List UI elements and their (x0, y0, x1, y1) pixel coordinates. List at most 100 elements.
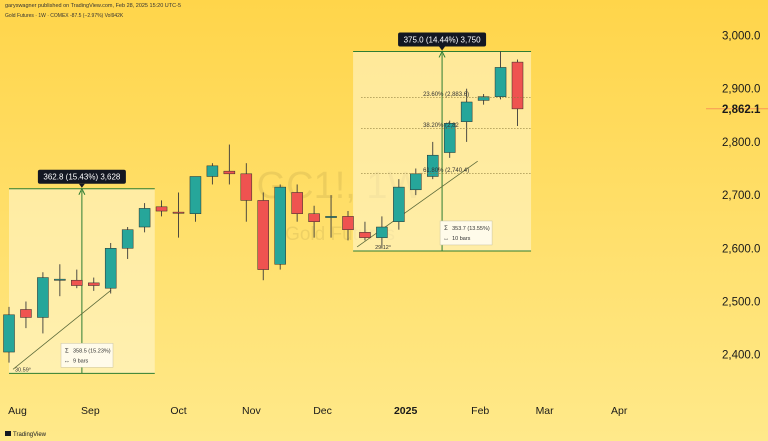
y-tick-label: 2,500.0 (722, 297, 760, 309)
candle (443, 120, 456, 158)
x-tick-label: Aug (8, 405, 27, 417)
x-tick-label: Feb (471, 405, 489, 417)
candle (104, 242, 117, 294)
candle-body (71, 279, 83, 286)
candle-body (410, 173, 422, 191)
candle-body (155, 206, 168, 212)
candle (376, 216, 388, 249)
candle-body (494, 67, 507, 97)
candle-body (240, 173, 253, 201)
candle-body (274, 186, 286, 265)
candle (189, 176, 202, 222)
candle (359, 221, 371, 241)
candle (477, 94, 490, 105)
candle-body (342, 216, 354, 230)
measure-label-bg (37, 169, 126, 184)
measure-stats-box (60, 343, 114, 368)
candle-body (20, 309, 32, 318)
price-range-measure-1: 362.8 (15.43%) 3,628 358.5 (15.23%) 9 bars… (9, 169, 155, 374)
axes-layer: 2,400.0 2,500.0 2,600.0 2,700.0 2,800.0 2,900… (8, 31, 768, 417)
candle-body (477, 96, 490, 101)
overlay-layer: 23.60% (2,883.6) 38.20% (2,82 61.80% (2,74… (361, 92, 532, 174)
measure-stat-range: 353.7 (13.55%) (452, 226, 490, 232)
candle-body (206, 165, 219, 177)
candle-body (138, 208, 151, 228)
candle-body (3, 314, 15, 353)
sigma-icon: Σ (444, 226, 448, 232)
measure-arrow-head (78, 187, 86, 195)
measure-arrow-head (438, 50, 446, 58)
x-tick-label: Dec (313, 405, 332, 417)
candle-body (121, 229, 134, 249)
candle (511, 59, 524, 126)
symbol-line: Gold Futures · 1W · COMEX -87.5 (−2.97%)… (5, 13, 124, 19)
candle-body (37, 277, 49, 318)
candle (206, 163, 219, 185)
fib-level-label: 61.80% (2,740.4) (423, 168, 469, 174)
candle (240, 163, 253, 222)
y-tick-label: 2,700.0 (722, 190, 760, 202)
measure-label: 375.0 (14.44%) 3,750 (404, 35, 481, 44)
candle (88, 277, 100, 291)
x-tick-label: Apr (611, 405, 628, 417)
measure-label-pointer (439, 46, 446, 51)
candle (257, 192, 269, 281)
x-tick-label: Nov (242, 405, 261, 417)
x-tick-label: Sep (81, 405, 100, 417)
y-tick-label: 2,900.0 (722, 84, 760, 96)
candle-body (443, 123, 456, 153)
candle (393, 179, 405, 230)
candle (223, 144, 236, 185)
tradingview-logo-icon (5, 431, 11, 436)
tradingview-brand: TradingView (13, 432, 47, 438)
candle-body (88, 282, 100, 286)
candles-layer (3, 51, 524, 363)
measure-stats-box (439, 220, 493, 246)
candle-body (223, 170, 236, 175)
measure-stat-bars: 9 bars (73, 358, 89, 364)
candle-body (393, 186, 405, 222)
tradingview-logo[interactable]: TradingView (5, 431, 47, 438)
y-tick-label: 2,800.0 (722, 137, 760, 149)
x-tick-label: Oct (170, 405, 186, 417)
measure-label-pointer (78, 183, 85, 188)
sigma-icon: Σ (65, 348, 69, 354)
candle (71, 269, 83, 289)
candle (291, 184, 303, 222)
y-tick-label: 3,000.0 (722, 31, 760, 43)
candle-body (189, 176, 202, 214)
x-tick-label: Mar (536, 405, 555, 417)
measure-angle: 29.12° (375, 245, 391, 251)
candle-body (511, 61, 524, 110)
candle-body (172, 211, 185, 214)
candle-body (104, 248, 117, 289)
candle (308, 205, 320, 238)
candle (121, 227, 134, 259)
candle-body (291, 192, 303, 214)
candle-body (376, 226, 388, 238)
candle-body (325, 216, 337, 218)
candle (274, 184, 286, 270)
fib-level-label: 38.20% (2,82 (423, 123, 459, 129)
candle (325, 195, 337, 238)
candle-body (308, 213, 320, 222)
candle-body (460, 101, 473, 122)
measure-stat-range: 358.5 (15.23%) (73, 348, 111, 354)
measure-angle: 30.59° (15, 367, 31, 373)
bars-icon: ↔ (64, 358, 70, 364)
price-range-measure-2: 375.0 (14.44%) 3,750 353.7 (13.55%) 10 bar… (353, 32, 532, 252)
candle (3, 306, 15, 363)
published-line: garyswagner published on TradingView.com… (5, 3, 181, 9)
bars-icon: ↔ (443, 236, 449, 242)
candle (37, 272, 49, 334)
candle-body (359, 232, 371, 238)
candle (54, 264, 66, 297)
measure-stat-bars: 10 bars (452, 236, 471, 242)
measure-label-bg (398, 32, 487, 47)
candle (138, 203, 151, 233)
candle (342, 211, 354, 241)
candle (20, 301, 32, 329)
candle-body (54, 278, 66, 281)
